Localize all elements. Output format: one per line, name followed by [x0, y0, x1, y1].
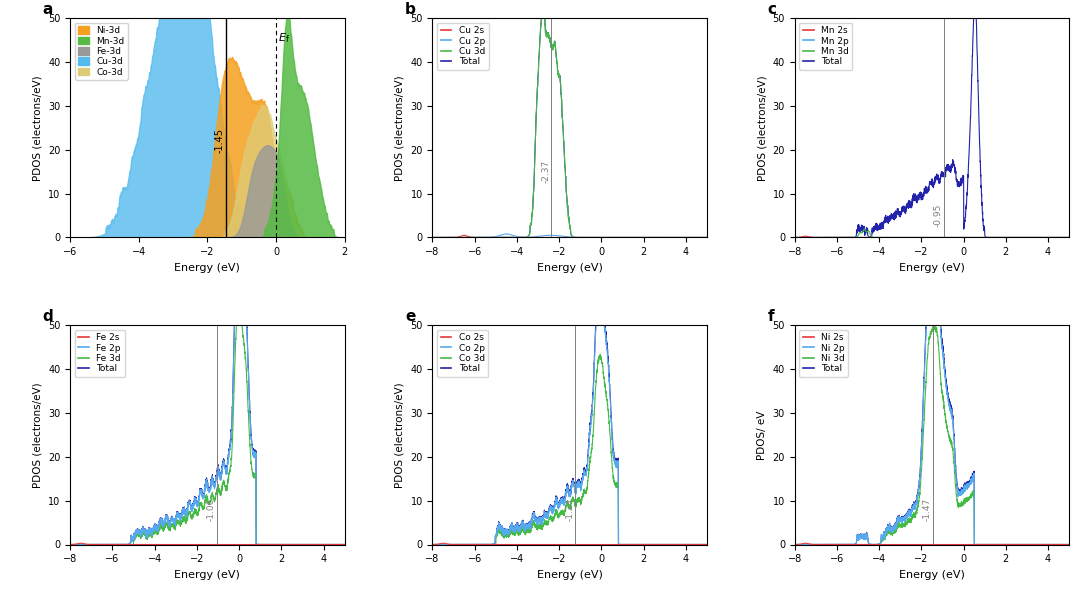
- Y-axis label: PDOS (electrons/eV): PDOS (electrons/eV): [395, 75, 405, 181]
- X-axis label: Energy (eV): Energy (eV): [537, 263, 603, 273]
- Text: f: f: [767, 309, 774, 324]
- X-axis label: Energy (eV): Energy (eV): [899, 263, 964, 273]
- Text: -1.24: -1.24: [565, 498, 575, 521]
- Legend: Fe 2s, Fe 2p, Fe 3d, Total: Fe 2s, Fe 2p, Fe 3d, Total: [75, 330, 124, 377]
- Legend: Ni-3d, Mn-3d, Fe-3d, Cu-3d, Co-3d: Ni-3d, Mn-3d, Fe-3d, Cu-3d, Co-3d: [75, 22, 129, 80]
- Y-axis label: PDOS (electrons/eV): PDOS (electrons/eV): [757, 75, 767, 181]
- Y-axis label: PDOS (electrons/eV): PDOS (electrons/eV): [32, 382, 42, 488]
- X-axis label: Energy (eV): Energy (eV): [175, 263, 241, 273]
- X-axis label: Energy (eV): Energy (eV): [537, 570, 603, 580]
- Text: -1.47: -1.47: [922, 498, 932, 521]
- Text: b: b: [405, 2, 416, 17]
- Text: a: a: [43, 2, 53, 17]
- Y-axis label: PDOS (electrons/eV): PDOS (electrons/eV): [395, 382, 405, 488]
- Legend: Cu 2s, Cu 2p, Cu 3d, Total: Cu 2s, Cu 2p, Cu 3d, Total: [437, 22, 488, 70]
- X-axis label: Energy (eV): Energy (eV): [175, 570, 241, 580]
- Text: -1.06: -1.06: [206, 498, 216, 521]
- Legend: Ni 2s, Ni 2p, Ni 3d, Total: Ni 2s, Ni 2p, Ni 3d, Total: [799, 330, 848, 377]
- Text: -1.45: -1.45: [215, 128, 225, 154]
- Text: -2.37: -2.37: [541, 160, 551, 183]
- Text: -0.95: -0.95: [933, 204, 943, 227]
- Y-axis label: PDOS (electrons/eV): PDOS (electrons/eV): [32, 75, 42, 181]
- Text: c: c: [767, 2, 777, 17]
- Legend: Co 2s, Co 2p, Co 3d, Total: Co 2s, Co 2p, Co 3d, Total: [437, 330, 488, 377]
- Legend: Mn 2s, Mn 2p, Mn 3d, Total: Mn 2s, Mn 2p, Mn 3d, Total: [799, 22, 852, 70]
- Y-axis label: PDOS/ eV: PDOS/ eV: [757, 410, 767, 460]
- Text: $E_\mathrm{f}$: $E_\mathrm{f}$: [278, 31, 289, 45]
- Text: e: e: [405, 309, 416, 324]
- X-axis label: Energy (eV): Energy (eV): [899, 570, 964, 580]
- Text: d: d: [43, 309, 54, 324]
